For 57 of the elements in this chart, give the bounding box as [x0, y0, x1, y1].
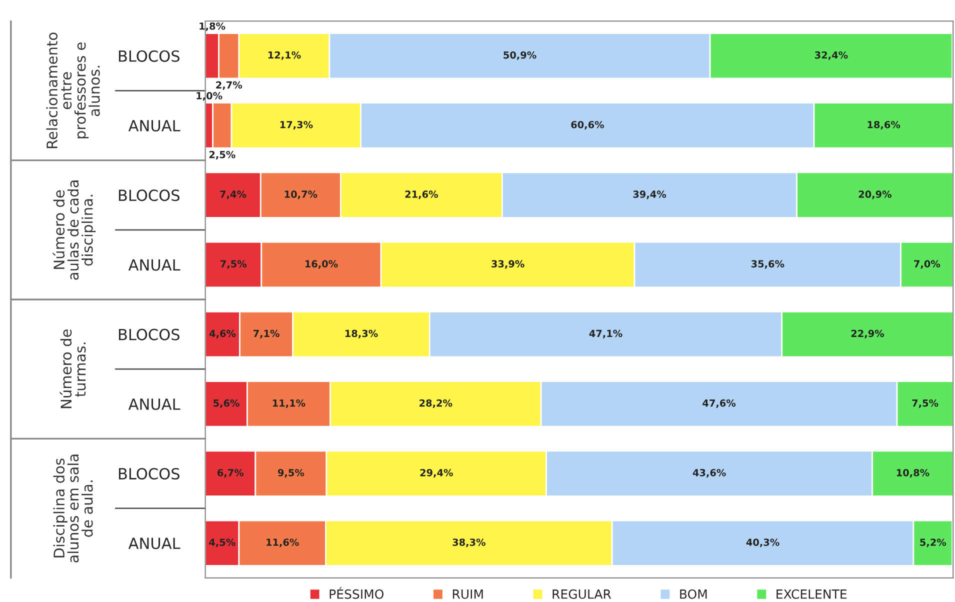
data-label: 4,6% — [209, 330, 236, 338]
data-label: 35,6% — [751, 260, 784, 269]
data-label: 7,5% — [220, 260, 247, 269]
data-label: 17,3% — [280, 120, 313, 130]
data-label: 47,6% — [702, 399, 736, 408]
data-label: 43,6% — [692, 468, 726, 478]
data-label: 10,8% — [896, 468, 930, 478]
data-label: 1,8% — [200, 22, 226, 32]
data-label: 11,6% — [266, 538, 299, 548]
data-label: 18,3% — [345, 330, 378, 338]
legend-label: RUIM — [452, 590, 483, 599]
data-label: 1,0% — [196, 92, 222, 101]
legend-label: BOM — [680, 589, 707, 599]
y-tick-label: BLOCOS — [118, 468, 180, 480]
data-label: 29,4% — [420, 468, 453, 478]
data-label: 9,5% — [278, 468, 304, 478]
data-label: 21,6% — [405, 190, 438, 200]
data-label: 2,5% — [209, 150, 236, 160]
data-label: 4,5% — [209, 538, 236, 548]
data-label: 18,6% — [868, 120, 900, 130]
data-label: 50,9% — [504, 51, 536, 60]
text: Disciplina dos alunos em sala de aula. — [53, 454, 93, 562]
y-tick-label: ANUAL — [128, 538, 180, 550]
data-label: 7,5% — [912, 399, 938, 408]
legend-label: REGULAR — [552, 589, 612, 599]
data-label: 5,6% — [214, 399, 240, 408]
data-label: 6,7% — [217, 468, 244, 478]
data-label: 11,1% — [272, 399, 306, 408]
data-label: 16,0% — [305, 260, 338, 269]
y-tick-label: ANUAL — [128, 259, 180, 271]
y-tick-label: BLOCOS — [118, 328, 180, 340]
data-label: 12,1% — [268, 51, 301, 60]
data-label: 7,4% — [220, 190, 246, 200]
data-label: 28,2% — [420, 399, 452, 408]
data-label: 33,9% — [492, 260, 524, 269]
y-tick-label: ANUAL — [128, 398, 180, 410]
y-tick-label: BLOCOS — [118, 50, 180, 62]
data-label: 2,7% — [216, 81, 242, 90]
text: Número de turmas. — [60, 329, 86, 408]
y-tick-label: BLOCOS — [118, 190, 180, 202]
text: Número de aulas de cada disciplina. — [52, 180, 96, 280]
data-label: 47,1% — [589, 330, 622, 338]
data-label: 20,9% — [858, 190, 892, 200]
data-label: 38,3% — [452, 538, 486, 548]
legend-label: PÉSSIMO — [330, 587, 384, 599]
data-label: 32,4% — [814, 51, 848, 60]
y-tick-label: ANUAL — [128, 120, 180, 132]
data-label: 5,2% — [920, 538, 946, 548]
data-label: 7,0% — [914, 260, 940, 269]
legend-label: EXCELENTE — [776, 589, 847, 599]
data-label: 22,9% — [851, 330, 884, 338]
data-label: 60,6% — [571, 120, 604, 130]
data-label: 10,7% — [284, 190, 318, 200]
data-label: 7,1% — [253, 330, 280, 338]
data-label: 39,4% — [633, 190, 666, 200]
text: Relacionamento entre professores e alunos. — [46, 32, 100, 148]
data-label: 40,3% — [746, 538, 780, 548]
